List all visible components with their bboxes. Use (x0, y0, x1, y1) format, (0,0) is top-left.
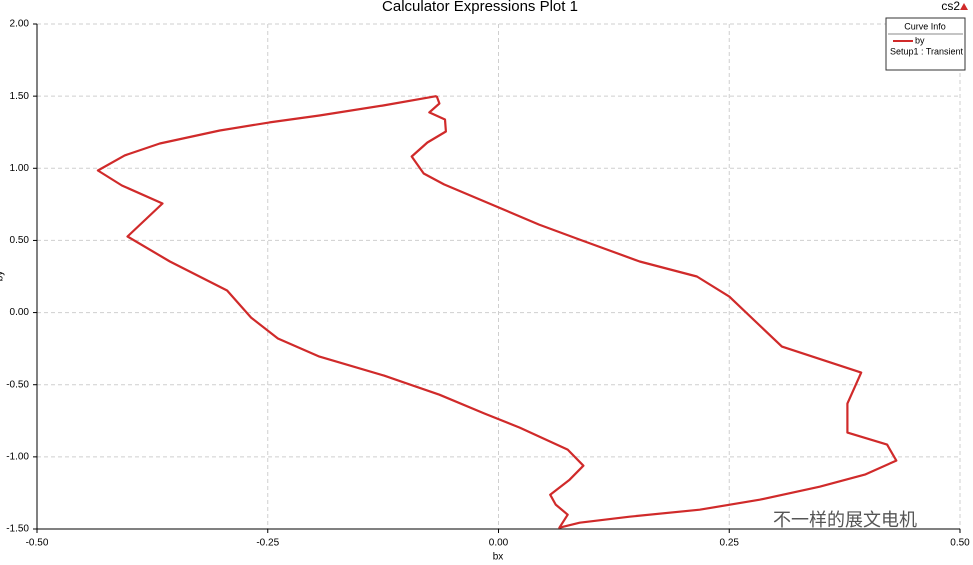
x-tick-label: -0.50 (26, 538, 49, 549)
y-tick-label: 2.00 (10, 19, 30, 30)
legend-label: by (915, 35, 925, 45)
x-axis-label: bx (493, 552, 504, 563)
y-tick-label: 1.50 (10, 91, 30, 102)
legend-box (885, 17, 966, 71)
legend-title: Curve Info (904, 21, 946, 31)
x-tick-label: -0.25 (256, 538, 279, 549)
y-tick-label: -0.50 (6, 379, 29, 390)
x-tick-label: 0.50 (950, 538, 970, 549)
legend-note: Setup1 : Transient (890, 46, 964, 56)
y-tick-label: 1.00 (10, 163, 30, 174)
x-tick-label: 0.00 (489, 538, 509, 549)
data-line (96, 95, 898, 529)
corner-icon (960, 3, 968, 10)
watermark: 不一样的展文电机 (773, 510, 917, 530)
legend: Curve Info by Setup1 : Transient (885, 17, 966, 71)
x-tick-label: 0.25 (720, 538, 740, 549)
y-tick-label: 0.50 (10, 235, 30, 246)
y-axis-label: by (0, 271, 6, 282)
y-tick-label: -1.00 (6, 451, 29, 462)
corner-label: cs2 (941, 0, 960, 13)
y-tick-label: 0.00 (10, 307, 30, 318)
chart-title: Calculator Expressions Plot 1 (382, 0, 578, 15)
y-tick-label: -1.50 (6, 524, 29, 535)
